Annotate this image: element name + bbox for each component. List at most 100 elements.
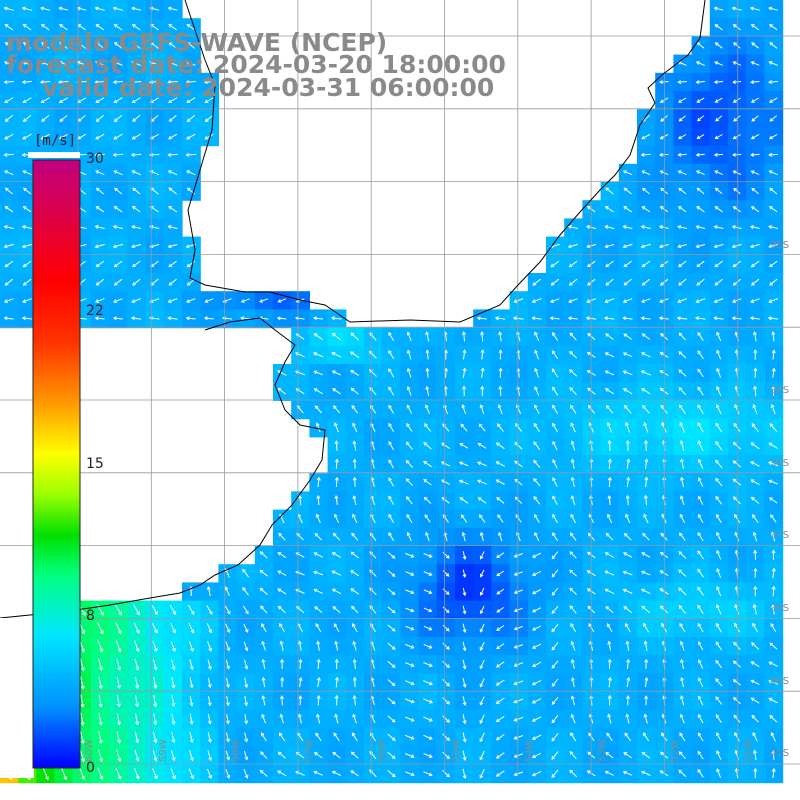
wind-arrow — [733, 513, 741, 523]
arrow-head — [113, 170, 118, 174]
wind-arrow — [261, 713, 267, 724]
arrow-head — [167, 152, 172, 157]
arrow-head — [714, 263, 719, 268]
wind-arrow — [732, 80, 742, 85]
arrow-head — [462, 738, 467, 743]
arrow-shaft — [681, 677, 684, 688]
arrow-head — [731, 225, 736, 229]
arrow-shaft — [605, 260, 614, 268]
arrow-shaft — [751, 42, 760, 49]
arrow-head — [771, 567, 776, 572]
arrow-head — [208, 647, 213, 652]
arrow-head — [697, 732, 702, 737]
arrow-head — [715, 440, 719, 445]
wind-arrow — [334, 640, 339, 651]
arrow-shaft — [514, 442, 523, 450]
wind-arrow — [259, 569, 268, 577]
arrow-shaft — [442, 570, 450, 577]
wind-arrow — [442, 715, 450, 723]
arrow-shaft — [186, 97, 196, 103]
arrow-shaft — [642, 732, 650, 742]
arrow-head — [81, 758, 85, 763]
arrow-head — [352, 476, 357, 481]
arrow-shaft — [587, 333, 596, 341]
arrow-head — [642, 732, 647, 737]
arrow-shaft — [241, 317, 251, 320]
wind-arrow — [95, 133, 105, 140]
arrow-head — [428, 717, 433, 722]
arrow-head — [678, 187, 683, 192]
arrow-shaft — [171, 695, 175, 706]
wind-arrow — [697, 750, 704, 760]
arrow-shaft — [442, 678, 450, 687]
arrow-head — [99, 648, 104, 653]
arrow-shaft — [479, 768, 485, 779]
arrow-head — [604, 225, 609, 229]
wind-arrow — [496, 570, 505, 577]
arrow-head — [81, 667, 85, 672]
wind-arrow — [313, 570, 324, 576]
arrow-shaft — [772, 750, 775, 760]
wind-arrow — [207, 677, 212, 689]
arrow-head — [167, 170, 172, 174]
wind-arrow — [94, 243, 105, 249]
arrow-head — [445, 554, 450, 559]
wind-arrow — [480, 331, 485, 342]
arrow-shaft — [98, 676, 102, 689]
wind-arrow — [713, 152, 724, 157]
wind-arrow — [513, 571, 523, 576]
arrow-head — [331, 570, 336, 575]
arrow-shaft — [517, 368, 520, 378]
wind-arrow — [477, 497, 487, 504]
arrow-shaft — [733, 42, 741, 49]
wind-arrow — [423, 734, 433, 740]
arrow-head — [569, 750, 574, 755]
arrow-head — [587, 387, 591, 392]
wind-arrow — [59, 24, 68, 31]
arrow-head — [714, 24, 719, 28]
arrow-shaft — [442, 733, 450, 741]
arrow-head — [189, 720, 194, 725]
arrow-head — [462, 720, 467, 725]
arrow-head — [313, 552, 318, 556]
wind-arrow — [22, 206, 32, 213]
arrow-head — [94, 152, 99, 157]
arrow-shaft — [732, 298, 742, 303]
wind-arrow — [405, 753, 415, 758]
wind-arrow — [98, 712, 103, 726]
arrow-head — [552, 331, 556, 336]
arrow-head — [644, 458, 649, 463]
wind-arrow — [188, 622, 195, 634]
arrow-head — [714, 61, 719, 65]
arrow-head — [153, 666, 158, 671]
arrow-shaft — [715, 714, 722, 724]
arrow-head — [168, 206, 173, 210]
arrow-shaft — [751, 115, 759, 122]
arrow-shaft — [261, 623, 267, 633]
arrow-head — [186, 282, 191, 286]
wind-arrow — [640, 770, 651, 776]
arrow-shaft — [135, 695, 138, 707]
wind-arrow — [332, 388, 341, 395]
arrow-head — [552, 513, 556, 518]
wind-arrow — [3, 80, 14, 85]
arrow-head — [751, 187, 755, 192]
wind-arrow — [677, 170, 687, 176]
arrow-head — [132, 118, 136, 122]
arrow-shaft — [678, 206, 687, 213]
wind-arrow — [697, 532, 704, 542]
wind-arrow — [623, 260, 632, 268]
arrow-shaft — [552, 387, 559, 396]
arrow-head — [167, 299, 172, 303]
wind-arrow — [640, 225, 651, 229]
wind-arrow — [113, 133, 123, 140]
wind-arrow — [185, 152, 196, 157]
wind-arrow — [206, 586, 211, 597]
wind-arrow — [768, 152, 778, 157]
arrow-head — [479, 756, 484, 761]
wind-arrow — [495, 461, 505, 467]
wind-arrow — [278, 732, 286, 742]
arrow-shaft — [642, 206, 651, 213]
arrow-head — [313, 770, 318, 775]
wind-arrow — [731, 243, 742, 249]
